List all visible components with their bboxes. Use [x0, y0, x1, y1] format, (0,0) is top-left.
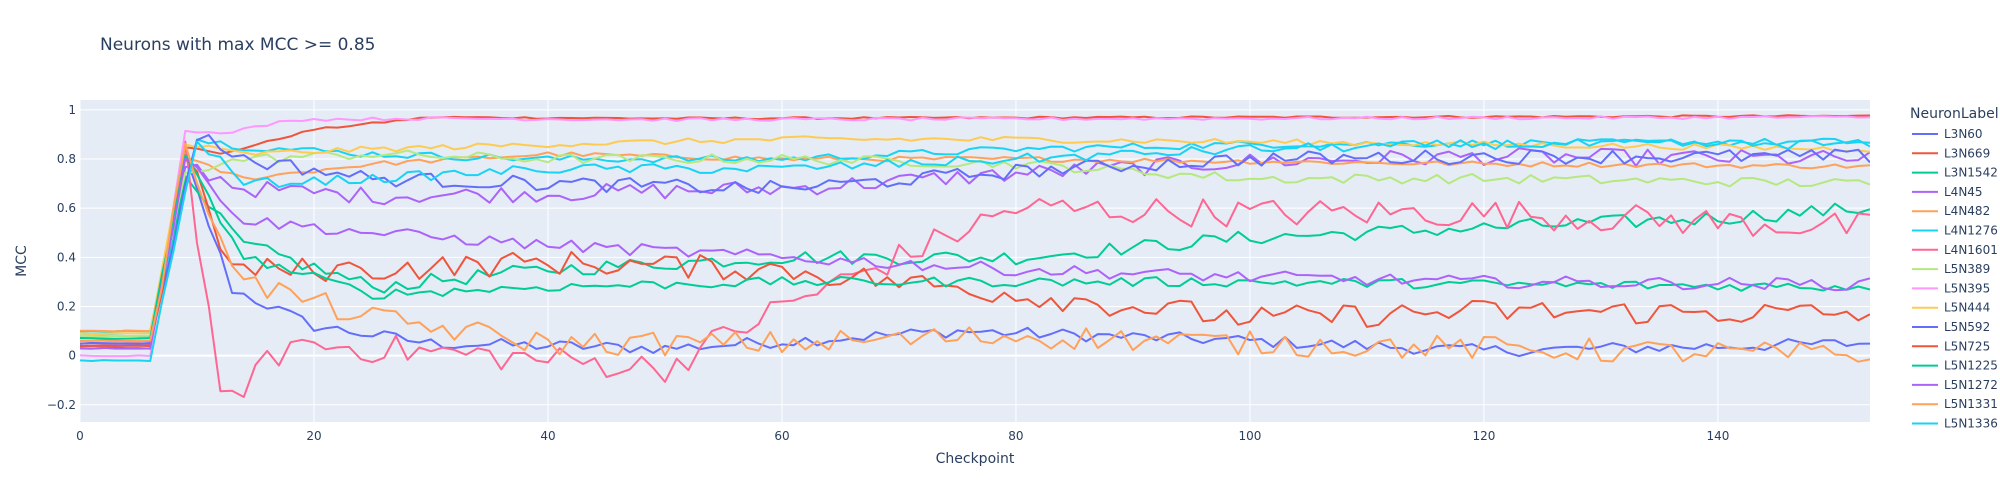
y-axis-title: MCC [14, 245, 30, 277]
chart-title: Neurons with max MCC >= 0.85 [100, 35, 375, 55]
y-tick-label: 0.2 [57, 299, 76, 313]
x-tick-label: 40 [540, 429, 555, 443]
legend-label: L5N1225 [1944, 359, 1998, 373]
x-tick-label: 80 [1008, 429, 1023, 443]
legend-title: NeuronLabel [1910, 106, 1999, 122]
legend-item-L5N1225[interactable]: L5N1225 [1912, 359, 1998, 373]
legend-item-L5N592[interactable]: L5N592 [1912, 320, 1990, 334]
x-tick-label: 140 [1706, 429, 1729, 443]
legend-item-L5N395[interactable]: L5N395 [1912, 281, 1990, 295]
x-tick-label: 120 [1472, 429, 1495, 443]
legend-item-L5N725[interactable]: L5N725 [1912, 339, 1990, 353]
legend-item-L4N45[interactable]: L4N45 [1912, 185, 1983, 199]
legend-label: L5N395 [1944, 281, 1990, 295]
legend-label: L5N725 [1944, 339, 1990, 353]
legend-item-L3N669[interactable]: L3N669 [1912, 146, 1990, 160]
x-axis-title: Checkpoint [936, 451, 1015, 467]
series-line-L5N725 [80, 157, 1870, 347]
legend-item-L5N444[interactable]: L5N444 [1912, 301, 1990, 315]
series-lines [80, 114, 1870, 398]
series-line-L3N60 [80, 154, 1870, 358]
y-tick-label: 0 [68, 349, 76, 363]
legend-label: L4N482 [1944, 204, 1990, 218]
legend-label: L3N60 [1944, 127, 1983, 141]
series-line-L5N444 [80, 135, 1870, 335]
y-tick-label: 0.4 [57, 250, 76, 264]
x-tick-label: 0 [76, 429, 84, 443]
legend-label: L5N1331 [1944, 397, 1998, 411]
legend-item-L4N1276[interactable]: L4N1276 [1912, 224, 1998, 238]
y-tick-label: 0.8 [57, 152, 76, 166]
series-line-L5N395 [80, 115, 1870, 358]
legend-item-L5N1336[interactable]: L5N1336 [1912, 417, 1998, 431]
y-tick-label: 1 [68, 103, 76, 117]
legend-item-L5N1272[interactable]: L5N1272 [1912, 378, 1998, 392]
x-tick-label: 100 [1238, 429, 1261, 443]
legend-item-L5N389[interactable]: L5N389 [1912, 262, 1990, 276]
legend-item-L3N1542[interactable]: L3N1542 [1912, 166, 1998, 180]
series-line-L5N1272 [80, 157, 1870, 350]
legend[interactable]: NeuronLabel L3N60 L3N669 L3N1542 L4N45 L4N48… [1910, 106, 1999, 431]
series-line-L4N45 [80, 147, 1870, 348]
legend-item-L4N482[interactable]: L4N482 [1912, 204, 1990, 218]
legend-label: L5N389 [1944, 262, 1990, 276]
y-axis-ticks: −0.2 0 0.2 0.4 0.6 0.8 1 [47, 103, 76, 412]
legend-label: L4N1601 [1944, 243, 1998, 257]
x-tick-label: 60 [774, 429, 789, 443]
legend-label: L5N592 [1944, 320, 1990, 334]
legend-item-L5N1331[interactable]: L5N1331 [1912, 397, 1998, 411]
x-axis-ticks: 0 20 40 60 80 100 120 140 [76, 429, 1729, 443]
series-line-L5N1331 [80, 142, 1870, 363]
series-line-L5N1336 [80, 138, 1870, 362]
legend-item-L4N1601[interactable]: L4N1601 [1912, 243, 1998, 257]
legend-label: L3N669 [1944, 146, 1990, 160]
legend-label: L4N1276 [1944, 224, 1998, 238]
series-line-L4N1601 [80, 140, 1870, 398]
legend-item-L3N60[interactable]: L3N60 [1912, 127, 1983, 141]
legend-label: L4N45 [1944, 185, 1983, 199]
y-tick-label: 0.6 [57, 201, 76, 215]
legend-label: L5N444 [1944, 301, 1990, 315]
legend-label: L5N1272 [1944, 378, 1998, 392]
series-line-L4N482 [80, 151, 1870, 333]
x-tick-label: 20 [306, 429, 321, 443]
legend-label: L3N1542 [1944, 166, 1998, 180]
legend-label: L5N1336 [1944, 417, 1998, 431]
series-line-L5N1225 [80, 154, 1870, 340]
y-tick-label: −0.2 [47, 398, 76, 412]
